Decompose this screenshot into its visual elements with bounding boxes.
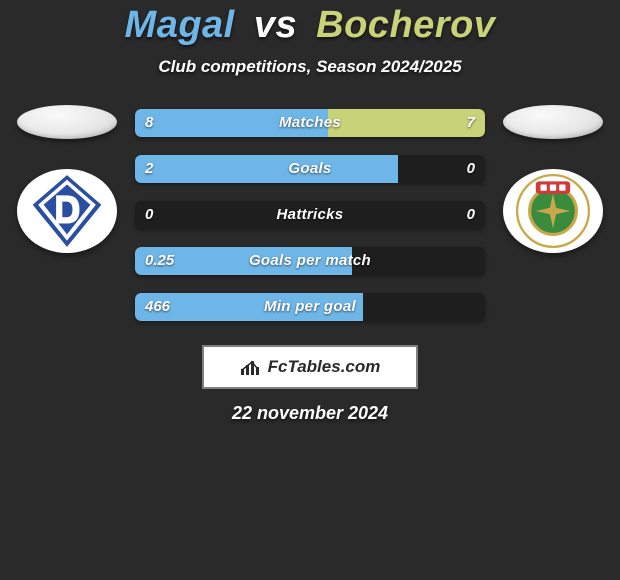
title-vs: vs bbox=[246, 4, 305, 46]
left-side bbox=[17, 105, 117, 253]
title-player1: Magal bbox=[125, 4, 235, 46]
stat-value-right: 0 bbox=[467, 155, 475, 183]
page-title: Magal vs Bocherov bbox=[0, 4, 620, 47]
stat-row: 0.25 Goals per match bbox=[135, 247, 485, 275]
stat-label: Matches bbox=[135, 109, 485, 137]
stat-row: 0 Hattricks 0 bbox=[135, 201, 485, 229]
date-label: 22 november 2024 bbox=[0, 403, 620, 424]
stats-column: 8 Matches 7 2 Goals 0 0 Hattricks 0 bbox=[135, 105, 485, 321]
subtitle: Club competitions, Season 2024/2025 bbox=[0, 57, 620, 77]
stat-row: 466 Min per goal bbox=[135, 293, 485, 321]
stat-label: Hattricks bbox=[135, 201, 485, 229]
bar-chart-icon bbox=[240, 358, 262, 376]
stat-label: Goals per match bbox=[135, 247, 485, 275]
stat-label: Min per goal bbox=[135, 293, 485, 321]
player2-avatar-placeholder bbox=[503, 105, 603, 139]
stat-value-right: 0 bbox=[467, 201, 475, 229]
brand-watermark[interactable]: FcTables.com bbox=[202, 345, 418, 389]
stat-value-right: 7 bbox=[467, 109, 475, 137]
dynamo-icon bbox=[28, 172, 106, 250]
stat-row: 8 Matches 7 bbox=[135, 109, 485, 137]
ufa-icon bbox=[514, 172, 592, 250]
team2-badge bbox=[503, 169, 603, 253]
main-row: 8 Matches 7 2 Goals 0 0 Hattricks 0 bbox=[0, 105, 620, 321]
stat-row: 2 Goals 0 bbox=[135, 155, 485, 183]
brand-label: FcTables.com bbox=[268, 357, 381, 377]
comparison-card: Magal vs Bocherov Club competitions, Sea… bbox=[0, 0, 620, 580]
team1-badge bbox=[17, 169, 117, 253]
title-player2: Bocherov bbox=[316, 4, 495, 46]
stat-label: Goals bbox=[135, 155, 485, 183]
right-side bbox=[503, 105, 603, 253]
player1-avatar-placeholder bbox=[17, 105, 117, 139]
